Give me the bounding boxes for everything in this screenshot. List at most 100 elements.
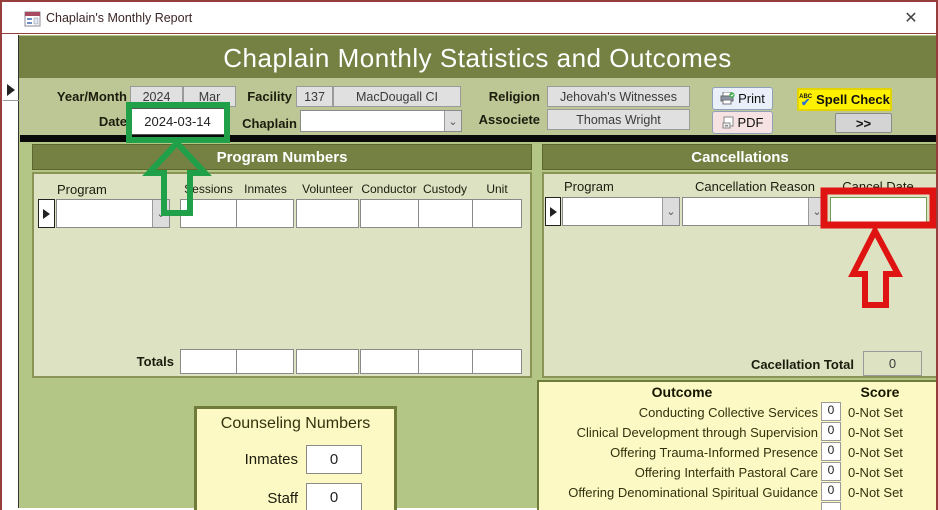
spell-check-button[interactable]: ABC ✔ Spell Check [797, 88, 892, 111]
chevron-down-icon[interactable]: ⌄ [662, 198, 679, 225]
outcome-score-text: 0-Not Set [848, 445, 903, 460]
religion-label: Religion [488, 89, 540, 104]
cancel-col-date-label: Cancel Date [842, 179, 914, 194]
religion-field: Jehovah's Witnesses [547, 86, 690, 107]
cancel-col-program-label: Program [564, 179, 614, 194]
pdf-button-label: PDF [737, 115, 764, 130]
col-sessions-label: Sessions [184, 182, 233, 196]
outcome-score-field[interactable]: 0 [821, 462, 841, 481]
associete-label: Associete [478, 112, 540, 127]
counseling-staff-label: Staff [267, 490, 298, 507]
outcome-row-label: Offering Denominational Spiritual Guidan… [568, 485, 818, 500]
cancel-col-reason-label: Cancellation Reason [695, 179, 815, 194]
outcome-score-field[interactable]: 0 [821, 422, 841, 441]
outcome-row-label: Conducting Collective Services [638, 405, 818, 420]
cancel-program-combobox[interactable]: ⌄ [562, 197, 680, 226]
outcome-score-field[interactable] [821, 502, 841, 510]
chaplain-value [301, 111, 444, 131]
custody-field[interactable] [418, 199, 473, 228]
volunteer-field[interactable] [296, 199, 359, 228]
window-title: Chaplain's Monthly Report [46, 11, 193, 25]
totals-label: Totals [136, 354, 174, 369]
chevron-down-icon[interactable]: ⌄ [152, 200, 169, 227]
cancellations-header: Cancellations [542, 144, 936, 170]
chevron-down-icon[interactable]: ⌄ [808, 198, 825, 225]
cancellation-total-label: Cacellation Total [750, 357, 854, 372]
outcome-score-field[interactable]: 0 [821, 482, 841, 501]
conductor-field[interactable] [360, 199, 419, 228]
page-title: Chaplain Monthly Statistics and Outcomes [19, 36, 936, 78]
month-field: Mar [183, 86, 236, 107]
counseling-inmates-field[interactable]: 0 [306, 445, 362, 474]
counseling-title: Counseling Numbers [220, 415, 371, 432]
total-unit-field [472, 349, 522, 374]
counseling-inmates-label: Inmates [244, 451, 298, 468]
facility-name-field: MacDougall CI [333, 86, 461, 107]
program-numbers-header: Program Numbers [32, 144, 532, 170]
col-volunteer-label: Volunteer [302, 182, 353, 196]
outcome-score-text: 0-Not Set [848, 485, 903, 500]
record-selector-gutter [2, 35, 19, 508]
outcome-row-label: Clinical Development through Supervision [576, 425, 818, 440]
pdf-icon [722, 116, 733, 129]
date-field[interactable]: 2024-03-14 [130, 108, 225, 135]
cancel-date-field[interactable] [830, 197, 927, 225]
section-divider [20, 135, 936, 142]
cancellation-reason-value [683, 198, 808, 225]
cancellation-total-field: 0 [863, 351, 922, 376]
year-month-label: Year/Month [56, 89, 127, 104]
sessions-field[interactable] [180, 199, 237, 228]
program-value [57, 200, 152, 227]
total-custody-field [418, 349, 473, 374]
outcome-score-text: 0-Not Set [848, 405, 903, 420]
unit-field[interactable] [472, 199, 522, 228]
outcome-row-label: Offering Interfaith Pastoral Care [634, 465, 818, 480]
year-field: 2024 [130, 86, 183, 107]
col-unit-label: Unit [486, 182, 508, 196]
form-record-selector[interactable] [3, 79, 19, 101]
chaplain-combobox[interactable]: ⌄ [300, 110, 462, 132]
col-custody-label: Custody [422, 182, 468, 196]
spell-check-icon: ABC ✔ [799, 93, 813, 109]
print-button[interactable]: Print [712, 87, 773, 110]
outcome-score-text: 0-Not Set [848, 465, 903, 480]
counseling-panel [194, 406, 397, 510]
total-sessions-field [180, 349, 237, 374]
printer-icon [720, 92, 735, 105]
date-label: Date [98, 114, 127, 129]
print-button-label: Print [738, 91, 765, 106]
inmates-field[interactable] [236, 199, 294, 228]
counseling-staff-field[interactable]: 0 [306, 483, 362, 510]
program-combobox[interactable]: ⌄ [56, 199, 170, 228]
outcomes-panel [537, 380, 936, 510]
total-volunteer-field [296, 349, 359, 374]
outcome-score-field[interactable]: 0 [821, 442, 841, 461]
cancellation-reason-combobox[interactable]: ⌄ [682, 197, 826, 226]
cancel-program-value [563, 198, 662, 225]
next-page-button[interactable]: >> [835, 113, 892, 133]
spell-check-button-label: Spell Check [816, 92, 890, 107]
close-icon[interactable]: ✕ [904, 10, 918, 27]
associete-field: Thomas Wright [547, 109, 690, 130]
outcome-score-text: 0-Not Set [848, 425, 903, 440]
total-inmates-field [236, 349, 294, 374]
program-row-selector[interactable] [38, 199, 55, 228]
facility-label: Facility [247, 89, 292, 104]
next-page-button-label: >> [855, 115, 872, 131]
title-bar: Chaplain's Monthly Report ✕ [2, 2, 936, 34]
pdf-button[interactable]: PDF [712, 111, 773, 134]
col-inmates-label: Inmates [244, 182, 287, 196]
record-selector-arrow-icon [549, 206, 557, 217]
outcome-row-label: Offering Trauma-Informed Presence [610, 445, 818, 460]
outcome-score-field[interactable]: 0 [821, 402, 841, 421]
chaplain-label: Chaplain [242, 116, 297, 131]
chevron-down-icon[interactable]: ⌄ [444, 111, 461, 131]
cancellation-row-selector[interactable] [545, 197, 561, 226]
score-header: Score [860, 384, 900, 400]
col-program-label: Program [57, 182, 107, 197]
col-conductor-label: Conductor [361, 182, 417, 196]
record-selector-arrow-icon [43, 208, 50, 219]
record-selector-arrow-icon [7, 83, 15, 96]
facility-code-field: 137 [296, 86, 333, 107]
